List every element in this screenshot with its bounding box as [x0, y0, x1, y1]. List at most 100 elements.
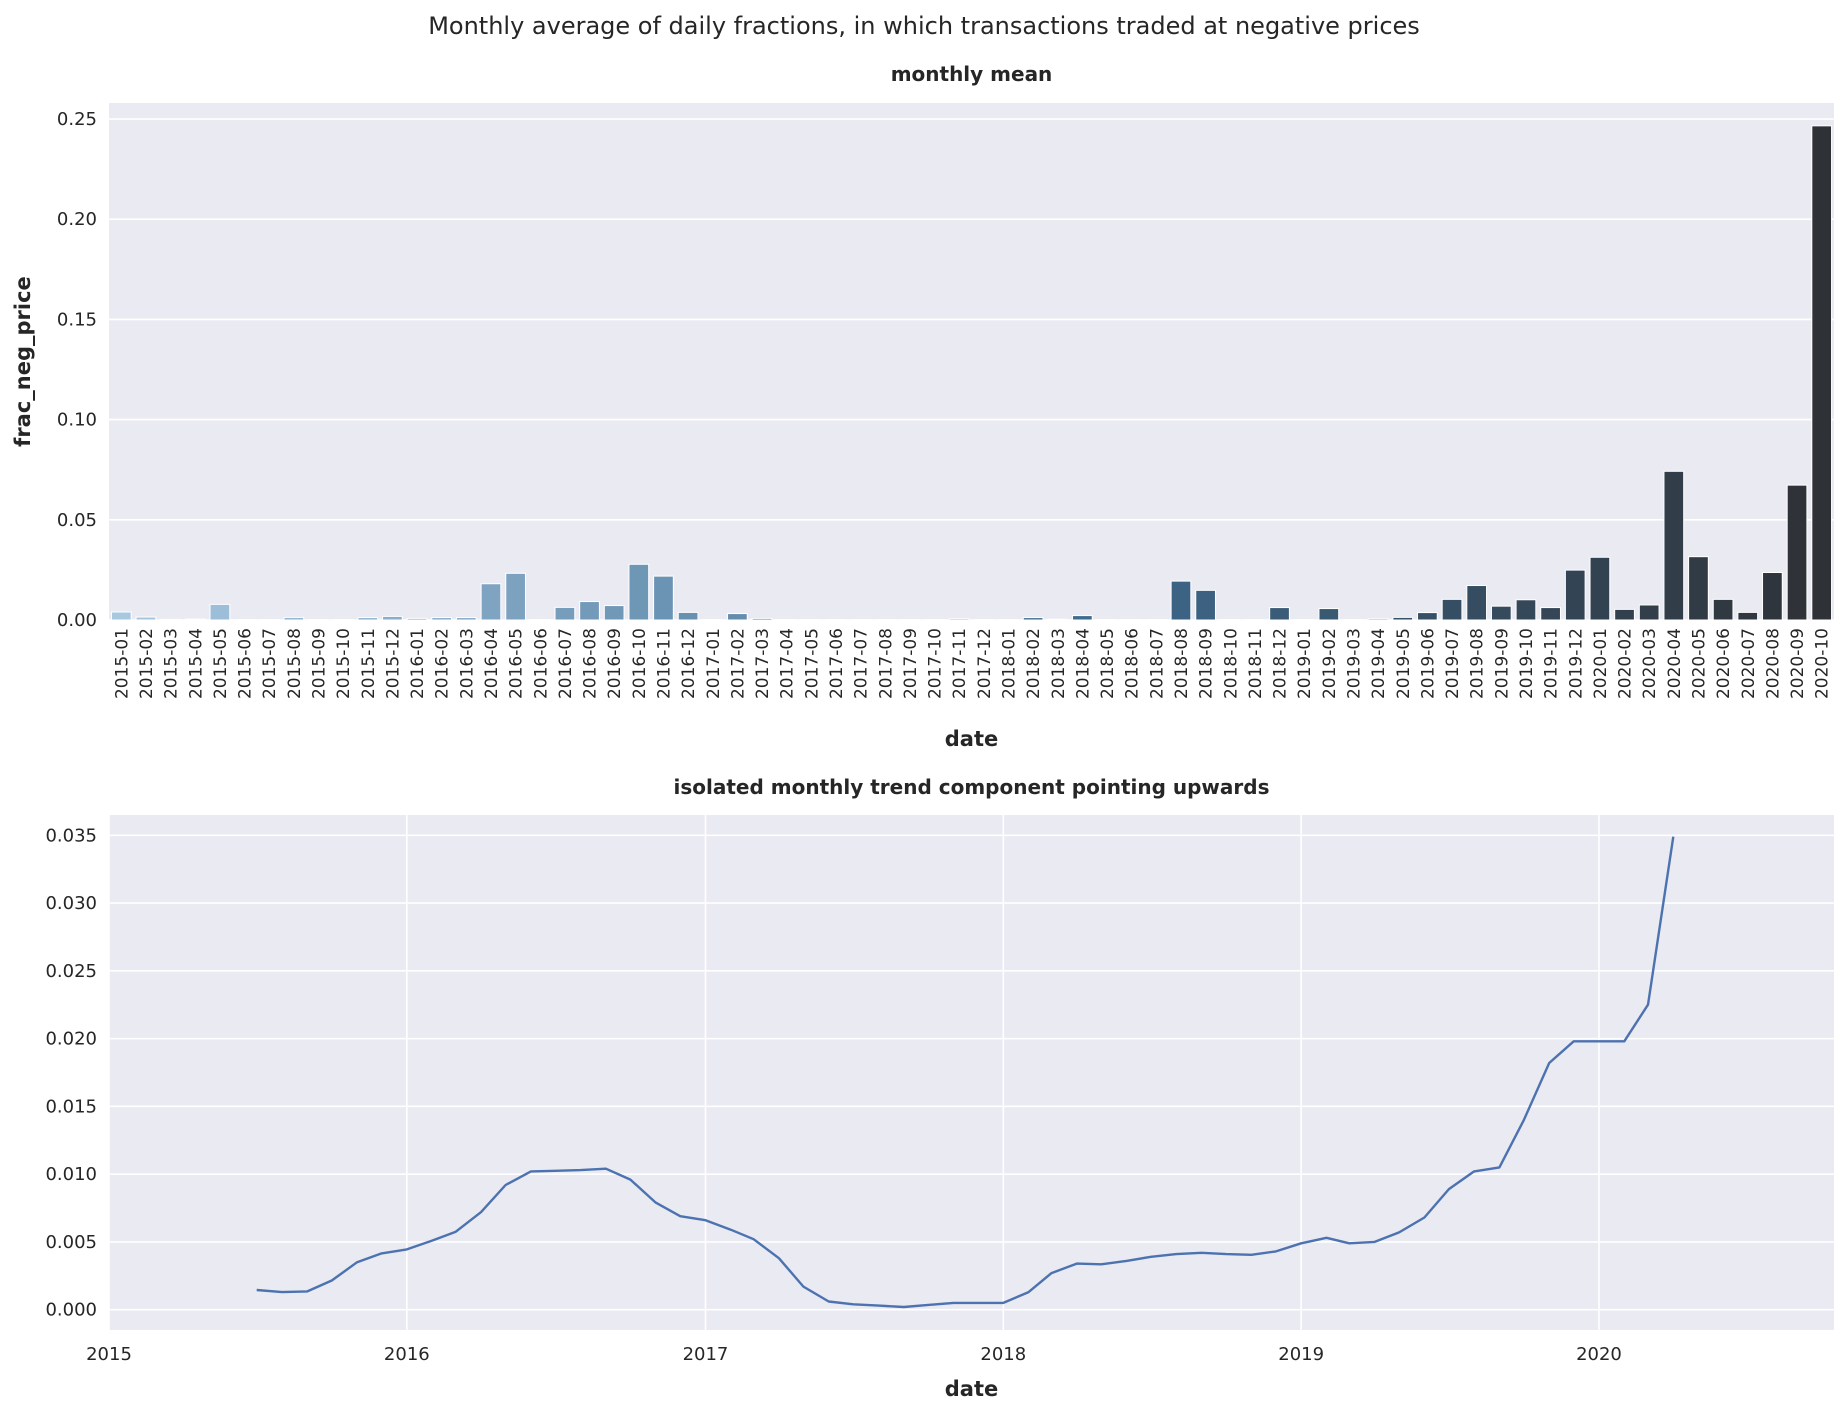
bar-chart-x-tick-label: 2020-04: [1665, 628, 1685, 699]
bar-chart-x-tick-label: 2016-01: [408, 628, 428, 699]
bar-chart-x-tick-label: 2019-02: [1320, 628, 1340, 699]
bar-2016-07: [554, 606, 576, 621]
bar-chart-x-tick-label: 2020-02: [1616, 628, 1636, 699]
bar-chart-title: monthly mean: [891, 62, 1053, 86]
bar-chart-bars: [110, 125, 1833, 621]
bar-chart-x-tick-label: 2017-08: [876, 628, 896, 699]
bar-chart-x-tick-label: 2016-12: [679, 628, 699, 699]
bar-chart-y-tick-label: 0.10: [57, 410, 97, 431]
bar-chart-x-tick-label: 2015-09: [309, 628, 329, 699]
bar-chart-x-tick-label: 2020-10: [1813, 628, 1833, 699]
bar-chart-y-tick-label: 0.25: [57, 109, 97, 130]
bar-2017-11: [948, 618, 970, 621]
bar-2017-03: [751, 617, 773, 621]
trend-line-y-tick-label: 0.030: [45, 893, 97, 914]
bar-chart-x-tick-label: 2019-11: [1542, 628, 1562, 699]
bar-chart-x-tick-label: 2018-06: [1123, 628, 1143, 699]
bar-chart-x-tick-label: 2016-02: [433, 628, 453, 699]
bar-chart-x-tick-label: 2018-09: [1197, 628, 1217, 699]
bar-2019-10: [1515, 599, 1537, 621]
trend-line-y-tick-label: 0.025: [45, 961, 97, 982]
bar-chart-x-tick-label: 2020-07: [1739, 628, 1759, 699]
bar-chart-x-tick-labels: 2015-01 2015-02 2015-03 2015-04 2015-05 2015-…: [112, 628, 1832, 699]
bar-2016-08: [579, 601, 600, 621]
bar-chart-x-tick-label: 2015-07: [260, 628, 280, 699]
bar-chart-y-tick-labels: 0.00 0.05 0.10 0.15 0.20 0.25: [57, 109, 97, 631]
bar-2015-05: [209, 603, 231, 621]
bar-chart-x-tick-label: 2015-02: [137, 628, 157, 699]
bar-chart-x-tick-label: 2019-05: [1394, 628, 1414, 699]
trend-line-x-tick-labels: 2015 2016 2017 2018 2019 2020: [86, 1344, 1622, 1365]
bar-chart-x-tick-label: 2015-08: [285, 628, 305, 699]
bar-chart-x-tick-label: 2020-06: [1714, 628, 1734, 699]
bar-chart-x-tick-label: 2019-09: [1492, 628, 1512, 699]
bar-chart-plot-area: [109, 103, 1834, 620]
bar-chart-x-tick-label: 2015-01: [112, 628, 132, 699]
bar-2020-02: [1614, 608, 1635, 621]
bar-chart-x-tick-label: 2020-03: [1640, 628, 1660, 699]
trend-line-y-tick-label: 0.005: [45, 1232, 97, 1253]
bar-2016-04: [480, 583, 502, 621]
bar-chart-x-axis-label: date: [945, 727, 998, 751]
trend-line-y-tick-labels: 0.000 0.005 0.010 0.015 0.020 0.025 0.030 0.035: [45, 825, 97, 1320]
bar-2017-02: [727, 613, 748, 621]
trend-line-series: [256, 836, 1675, 1309]
bar-2019-05: [1392, 616, 1414, 621]
bar-2019-06: [1417, 612, 1438, 621]
bar-2016-03: [455, 617, 477, 621]
bar-chart-x-tick-label: 2020-08: [1763, 628, 1783, 699]
trend-line-x-tick-label: 2016: [384, 1344, 430, 1365]
bar-chart-y-tick-label: 0.05: [57, 510, 97, 531]
bar-chart-y-axis-label: frac_neg_price: [11, 276, 35, 447]
bar-chart-x-tick-label: 2015-06: [236, 628, 256, 699]
bar-chart-x-tick-label: 2018-01: [999, 628, 1019, 699]
trend-line-x-tick-label: 2015: [86, 1344, 132, 1365]
bar-chart-x-tick-label: 2019-08: [1468, 628, 1488, 699]
bar-2018-12: [1269, 607, 1290, 621]
bar-chart-x-tick-label: 2019-06: [1418, 628, 1438, 699]
bar-chart-x-tick-label: 2015-11: [359, 628, 379, 699]
trend-line-x-axis-label: date: [945, 1377, 998, 1401]
bar-2015-11: [357, 617, 379, 621]
bar-2018-03: [1047, 618, 1069, 621]
bar-chart-x-tick-label: 2019-03: [1344, 628, 1364, 699]
bar-chart-x-tick-label: 2020-09: [1788, 628, 1808, 699]
bar-2015-04: [184, 618, 206, 621]
bar-chart-x-tick-label: 2016-11: [654, 628, 674, 699]
bar-2016-11: [653, 575, 674, 621]
trend-line-y-tick-label: 0.015: [45, 1096, 97, 1117]
bar-chart-x-tick-label: 2017-05: [802, 628, 822, 699]
bar-2016-10: [628, 563, 650, 621]
bar-chart-x-tick-label: 2018-04: [1073, 628, 1093, 699]
bar-chart-x-tick-label: 2016-06: [531, 628, 551, 699]
bar-chart-x-tick-label: 2015-05: [211, 628, 231, 699]
bar-chart-y-tick-label: 0.00: [57, 610, 97, 631]
bar-chart-x-tick-label: 2016-08: [581, 628, 601, 699]
trend-line-x-tick-label: 2018: [980, 1344, 1026, 1365]
bar-2019-07: [1441, 598, 1463, 621]
bar-2015-01: [110, 611, 132, 621]
bar-chart-x-tick-label: 2016-05: [507, 628, 527, 699]
trend-line-y-tick-label: 0.035: [45, 825, 97, 846]
bar-2015-03: [160, 618, 181, 621]
bar-2018-04: [1072, 615, 1093, 621]
bar-chart-x-tick-label: 2017-12: [975, 628, 995, 699]
bar-chart-x-tick-label: 2017-09: [901, 628, 921, 699]
bar-chart-x-tick-label: 2017-11: [950, 628, 970, 699]
bar-2020-01: [1589, 556, 1611, 621]
bar-2020-10: [1811, 125, 1833, 621]
bar-2019-02: [1318, 608, 1340, 621]
bar-chart-x-tick-label: 2016-04: [482, 628, 502, 699]
bar-2015-08: [283, 616, 305, 621]
trend-line-y-tick-label: 0.020: [45, 1029, 97, 1050]
bar-2020-04: [1663, 470, 1685, 621]
bar-chart-x-tick-label: 2018-05: [1098, 628, 1118, 699]
bar-chart-x-tick-label: 2015-10: [334, 628, 354, 699]
bar-chart-x-tick-label: 2018-12: [1271, 628, 1291, 699]
bar-chart-y-tick-label: 0.15: [57, 309, 97, 330]
bar-2015-12: [382, 615, 403, 621]
bar-2020-09: [1786, 484, 1808, 621]
trend-line-y-tick-label: 0.000: [45, 1300, 97, 1321]
trend-line-y-tick-label: 0.010: [45, 1164, 97, 1185]
